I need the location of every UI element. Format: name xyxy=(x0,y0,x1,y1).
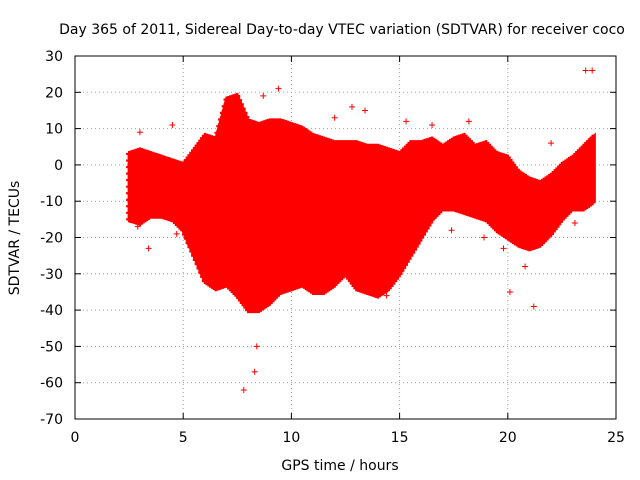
outlier-point xyxy=(403,118,410,125)
outlier-point xyxy=(522,263,529,270)
outlier-point xyxy=(253,343,260,350)
y-axis-label: SDTVAR / TECUs xyxy=(7,181,23,296)
chart-title: Day 365 of 2011, Sidereal Day-to-day VTE… xyxy=(59,22,625,38)
y-tick-label: 10 xyxy=(45,122,63,138)
y-tick-label: -30 xyxy=(40,267,63,283)
outlier-point xyxy=(136,129,143,136)
x-tick-label: 25 xyxy=(607,430,625,446)
x-tick-label: 20 xyxy=(499,430,517,446)
x-tick-label: 5 xyxy=(179,430,188,446)
grid-lines xyxy=(75,56,616,419)
outlier-point xyxy=(589,67,596,74)
data-points xyxy=(126,67,596,393)
tick-marks xyxy=(74,55,617,420)
outlier-point xyxy=(134,223,141,230)
x-tick-label: 0 xyxy=(71,430,80,446)
outlier-point xyxy=(348,103,355,110)
y-tick-label: 0 xyxy=(54,158,63,174)
outlier-point xyxy=(169,121,176,128)
outlier-point xyxy=(571,219,578,226)
y-tick-label: -20 xyxy=(40,231,63,247)
outlier-point xyxy=(548,140,555,147)
y-tick-label: 30 xyxy=(45,49,63,65)
outlier-point xyxy=(145,245,152,252)
outlier-point xyxy=(506,288,513,295)
x-tick-labels: 0 5 10 15 20 25 xyxy=(71,430,625,446)
outlier-point xyxy=(186,241,193,248)
outlier-point xyxy=(448,227,455,234)
outlier-point xyxy=(260,92,267,99)
outlier-point xyxy=(290,125,297,132)
y-tick-label: 20 xyxy=(45,85,63,101)
outlier-point xyxy=(374,288,381,295)
outlier-point xyxy=(251,368,258,375)
outlier-point xyxy=(480,234,487,241)
y-tick-label: -60 xyxy=(40,376,63,392)
outlier-point xyxy=(465,118,472,125)
x-axis-label: GPS time / hours xyxy=(281,458,398,474)
y-tick-labels: -70 -60 -50 -40 -30 -20 -10 0 10 20 30 xyxy=(40,49,63,428)
outlier-point xyxy=(275,85,282,92)
outlier-point xyxy=(240,386,247,393)
sdtvar-band xyxy=(127,94,596,312)
x-tick-label: 15 xyxy=(391,430,409,446)
outlier-point xyxy=(500,245,507,252)
y-tick-label: -50 xyxy=(40,339,63,355)
outlier-point xyxy=(530,303,537,310)
outlier-point xyxy=(383,292,390,299)
y-tick-label: -10 xyxy=(40,194,63,210)
outlier-point xyxy=(429,121,436,128)
outlier-point xyxy=(331,114,338,121)
x-tick-label: 10 xyxy=(282,430,300,446)
outlier-point xyxy=(173,230,180,237)
y-tick-label: -70 xyxy=(40,412,63,428)
y-tick-label: -40 xyxy=(40,303,63,319)
outlier-point xyxy=(582,67,589,74)
outlier-point xyxy=(361,107,368,114)
